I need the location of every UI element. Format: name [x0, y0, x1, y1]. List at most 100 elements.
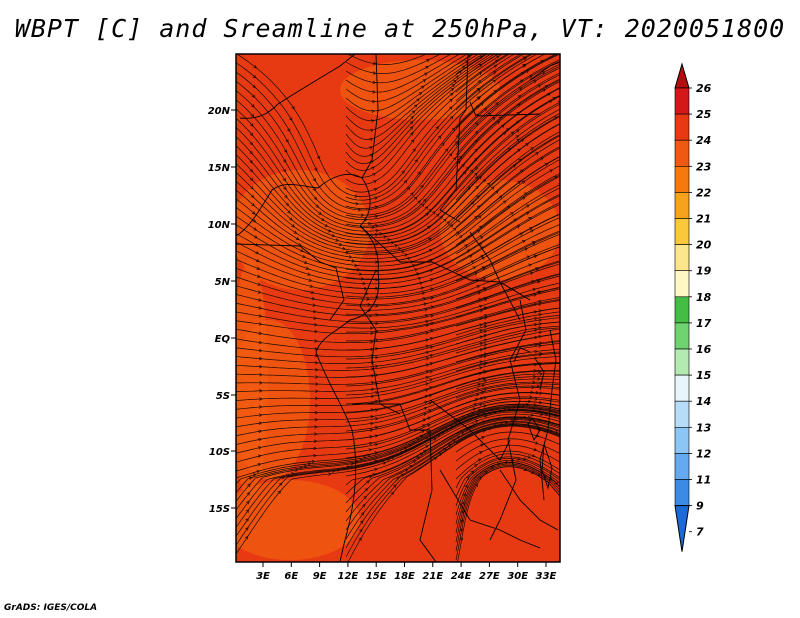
streamline-arrow — [486, 182, 491, 186]
streamline-arrow — [397, 247, 402, 251]
streamline-arrow — [461, 65, 466, 69]
streamline-arrow — [375, 321, 379, 326]
streamline-arrow — [526, 204, 530, 208]
streamline-arrow — [313, 196, 318, 201]
streamline-arrow — [366, 480, 370, 484]
streamline-arrow — [390, 491, 394, 496]
streamline-arrow — [530, 229, 534, 233]
streamline-arrow — [336, 468, 341, 472]
colorbar-swatch — [674, 244, 690, 272]
streamline-arrow — [375, 347, 379, 351]
streamline-arrow — [477, 88, 481, 92]
streamline-arrow — [254, 235, 258, 239]
streamline-arrow — [480, 443, 484, 447]
streamline-arrow — [303, 464, 308, 468]
streamline — [345, 286, 560, 333]
streamline-arrow — [416, 272, 420, 276]
streamline-arrow — [369, 326, 374, 330]
streamline — [236, 381, 560, 437]
streamline-arrow — [516, 111, 520, 116]
streamline-arrow — [252, 74, 257, 79]
streamline-arrow — [480, 254, 485, 258]
streamline-arrow — [294, 468, 299, 472]
colorbar-label: 16 — [696, 343, 712, 356]
streamline — [455, 458, 560, 507]
streamline-arrow — [315, 382, 319, 386]
streamline-arrow — [371, 99, 376, 104]
streamline-arrow — [412, 148, 416, 152]
streamline-arrow — [357, 208, 362, 212]
streamline-arrow — [478, 242, 483, 246]
streamline-arrow — [519, 232, 524, 236]
streamline-arrow — [256, 469, 261, 474]
streamline — [455, 453, 560, 489]
streamline-arrow — [387, 238, 391, 242]
streamline-arrow — [425, 212, 429, 217]
colorbar-label: 13 — [696, 421, 712, 434]
streamline — [236, 356, 560, 401]
warm-patch — [236, 260, 268, 500]
streamline-arrow — [247, 483, 251, 488]
streamline — [236, 404, 560, 479]
colorbar-swatch — [674, 87, 690, 115]
streamline-arrow — [281, 475, 286, 480]
streamline-arrow — [453, 422, 458, 426]
streamline — [236, 391, 560, 454]
streamline — [345, 378, 560, 423]
streamline-arrow — [479, 236, 484, 240]
streamline-arrow — [530, 390, 534, 395]
streamline — [236, 410, 560, 546]
streamline-arrow — [484, 306, 488, 310]
streamline-arrow — [427, 409, 432, 413]
colorbar-label: 17 — [696, 317, 712, 330]
streamline-arrow — [480, 48, 483, 51]
streamline-arrow — [374, 205, 379, 209]
streamline-arrow — [533, 403, 537, 407]
streamline-arrow — [258, 405, 263, 409]
streamline-arrow — [492, 79, 497, 83]
streamline-arrow — [374, 233, 379, 237]
streamline-arrow — [534, 316, 538, 321]
streamline-arrow — [458, 155, 463, 160]
streamline-arrow — [538, 353, 543, 357]
streamline — [455, 274, 560, 309]
streamline-arrow — [368, 448, 373, 452]
streamline-arrow — [406, 186, 411, 191]
streamline-arrow — [283, 186, 287, 191]
streamline-arrow — [424, 313, 429, 318]
streamline-arrow — [538, 312, 543, 317]
streamline — [345, 385, 560, 432]
streamline-arrow — [374, 417, 379, 421]
streamline-arrow — [451, 83, 456, 88]
streamline — [345, 419, 560, 513]
streamline-arrow — [370, 421, 374, 426]
streamline-arrow — [549, 169, 554, 173]
streamline-arrow — [477, 382, 482, 387]
streamline-arrow — [245, 526, 249, 531]
streamline-arrow — [528, 217, 532, 221]
streamline-arrow — [291, 105, 295, 110]
streamline-arrow — [479, 316, 483, 321]
streamline-arrow — [410, 131, 414, 136]
streamline-arrow — [426, 424, 431, 428]
streamline-arrow — [493, 64, 498, 68]
lon-tick-label: 12E — [338, 571, 359, 582]
streamline-arrow — [372, 80, 377, 85]
streamline-arrow — [289, 117, 293, 122]
streamline — [455, 464, 560, 552]
streamline-arrow — [360, 213, 365, 217]
streamline-arrow — [534, 335, 539, 340]
streamline — [345, 155, 560, 263]
streamline-arrow — [455, 75, 459, 79]
streamline-arrow — [404, 253, 408, 257]
streamline-arrow — [483, 321, 488, 326]
streamline-arrow — [367, 453, 371, 457]
streamline-arrow — [429, 370, 434, 374]
streamline-arrow — [307, 272, 311, 276]
streamline — [455, 87, 560, 174]
streamline-arrow — [433, 437, 437, 441]
streamline-arrow — [479, 329, 483, 333]
streamline — [455, 231, 560, 282]
streamline — [345, 78, 560, 227]
streamline-arrow — [527, 415, 532, 420]
